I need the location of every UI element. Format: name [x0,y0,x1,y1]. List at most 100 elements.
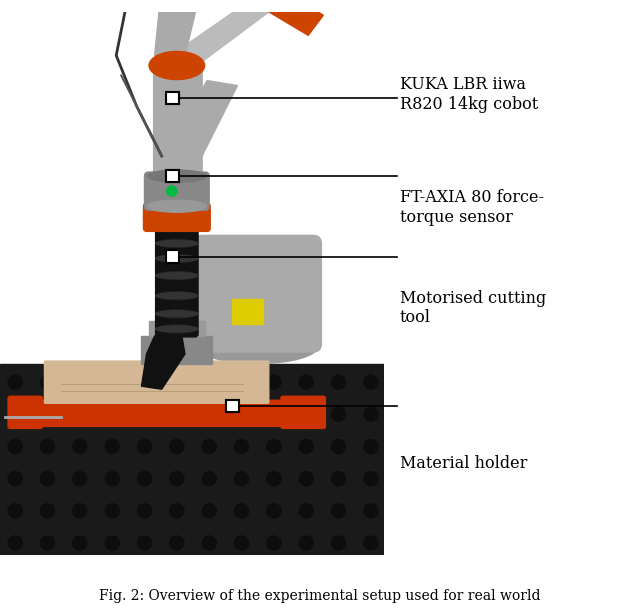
Bar [167,92,179,104]
Ellipse shape [157,271,196,279]
Circle shape [267,407,281,422]
Text: FT-AXIA 80 force-
torque sensor: FT-AXIA 80 force- torque sensor [400,189,544,226]
FancyBboxPatch shape [194,235,321,352]
Ellipse shape [156,293,198,299]
Bar [0,364,384,555]
Circle shape [364,439,378,454]
Ellipse shape [143,208,210,226]
Circle shape [299,472,313,486]
Polygon shape [155,0,202,56]
Circle shape [138,504,152,518]
Bar [167,170,179,182]
Ellipse shape [156,256,198,262]
Circle shape [332,439,346,454]
Ellipse shape [148,170,206,182]
Ellipse shape [157,292,196,300]
Circle shape [8,439,22,454]
Circle shape [202,504,216,518]
Circle shape [105,472,119,486]
Circle shape [234,504,248,518]
Circle shape [364,536,378,550]
Circle shape [234,375,248,389]
Circle shape [267,504,281,518]
Circle shape [267,536,281,550]
Circle shape [73,375,87,389]
Circle shape [170,439,184,454]
Bar [141,336,212,364]
Circle shape [299,504,313,518]
Circle shape [267,439,281,454]
Circle shape [170,407,184,422]
Circle shape [138,536,152,550]
FancyBboxPatch shape [143,203,210,231]
Ellipse shape [157,310,196,318]
Circle shape [299,375,313,389]
Bar [166,92,179,104]
Text: Material holder: Material holder [400,455,527,472]
Circle shape [8,536,22,550]
Circle shape [170,504,184,518]
Circle shape [267,375,281,389]
Circle shape [105,407,119,422]
Circle shape [332,407,346,422]
FancyBboxPatch shape [44,361,269,403]
Circle shape [40,472,54,486]
Ellipse shape [156,273,198,279]
Circle shape [364,504,378,518]
Circle shape [364,375,378,389]
Bar [148,321,205,336]
Polygon shape [157,81,237,166]
Circle shape [105,375,119,389]
Bar [226,400,239,412]
FancyBboxPatch shape [145,172,209,210]
Circle shape [73,536,87,550]
Ellipse shape [197,328,318,364]
Circle shape [40,439,54,454]
Circle shape [332,504,346,518]
Text: KUKA LBR iiwa
R820 14kg cobot: KUKA LBR iiwa R820 14kg cobot [400,76,538,113]
FancyBboxPatch shape [8,396,42,428]
Bar [167,251,179,262]
Circle shape [73,407,87,422]
Text: Motorised cutting
tool: Motorised cutting tool [400,290,547,326]
Circle shape [234,536,248,550]
Circle shape [234,472,248,486]
Ellipse shape [156,310,198,317]
Circle shape [73,472,87,486]
Circle shape [105,439,119,454]
Ellipse shape [157,254,196,262]
Circle shape [202,472,216,486]
Circle shape [202,375,216,389]
Ellipse shape [157,325,196,333]
Bar [227,400,239,412]
Circle shape [138,407,152,422]
Circle shape [8,472,22,486]
Ellipse shape [157,239,196,248]
Circle shape [234,439,248,454]
Circle shape [170,472,184,486]
Circle shape [40,504,54,518]
Circle shape [299,439,313,454]
Circle shape [40,536,54,550]
Circle shape [40,375,54,389]
Circle shape [364,472,378,486]
Circle shape [299,536,313,550]
Circle shape [170,536,184,550]
Polygon shape [157,0,278,65]
Circle shape [202,407,216,422]
Circle shape [138,375,152,389]
Ellipse shape [156,240,198,246]
Circle shape [40,407,54,422]
Circle shape [332,472,346,486]
Bar [166,251,179,262]
FancyBboxPatch shape [28,400,305,426]
Circle shape [138,439,152,454]
Ellipse shape [156,326,198,332]
Circle shape [364,407,378,422]
FancyBboxPatch shape [281,396,325,428]
FancyBboxPatch shape [154,65,202,176]
Ellipse shape [149,51,205,79]
Circle shape [202,536,216,550]
Circle shape [332,536,346,550]
Circle shape [170,375,184,389]
